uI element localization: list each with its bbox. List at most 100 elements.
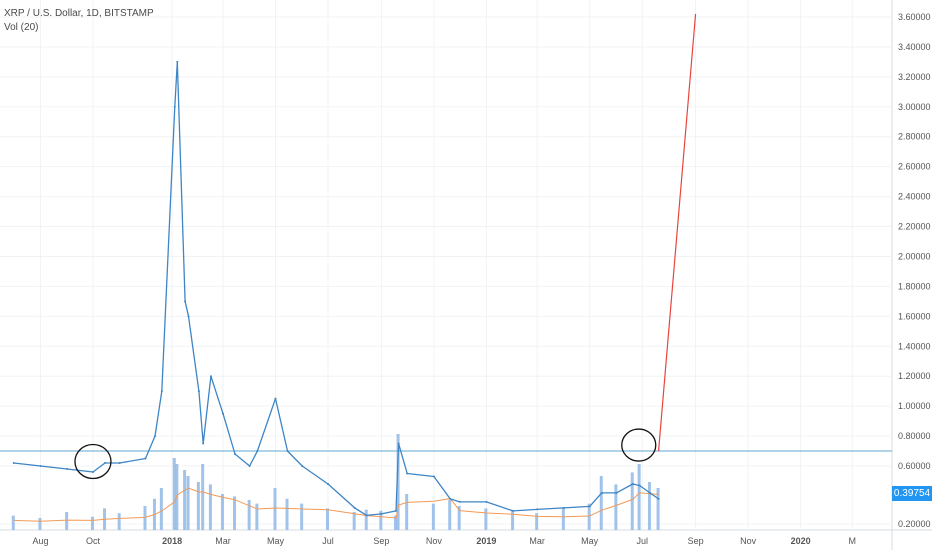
volume-bar [379, 510, 383, 530]
annotation-circle[interactable] [621, 428, 657, 462]
price-point [39, 465, 42, 467]
volume-bar [143, 506, 147, 530]
chart-legend: XRP / U.S. Dollar, 1D, BITSTAMP Vol (20) [4, 7, 154, 35]
price-point [449, 497, 452, 500]
price-point [91, 470, 94, 473]
volume-bar [352, 512, 356, 530]
x-tick-label: May [267, 536, 285, 546]
x-tick-label: May [581, 536, 599, 546]
y-tick-label: 2.00000 [898, 251, 931, 261]
price-point [234, 453, 237, 456]
price-point [638, 484, 641, 487]
price-point [600, 491, 603, 494]
price-point [248, 465, 251, 467]
y-tick-label: 1.20000 [898, 371, 931, 381]
price-point [397, 442, 400, 445]
volume-bar [325, 508, 329, 530]
y-tick-label: 0.20000 [898, 519, 931, 529]
price-point [365, 514, 368, 517]
price-point [118, 462, 121, 465]
volume-bar [587, 503, 591, 530]
volume-bar [457, 506, 461, 530]
x-tick-label: Sep [373, 536, 389, 546]
x-tick-label: 2018 [162, 536, 182, 546]
y-tick-label: 2.40000 [898, 192, 931, 202]
x-tick-label: Nov [426, 536, 443, 546]
price-point [187, 315, 190, 318]
volume-bar [364, 509, 368, 530]
price-point [406, 472, 409, 475]
x-tick-label: Jul [636, 536, 648, 546]
y-tick-label: 2.60000 [898, 162, 931, 172]
x-tick-label: Nov [740, 536, 757, 546]
price-point [173, 105, 176, 108]
price-point [394, 509, 397, 512]
volume-bar [11, 515, 15, 530]
price-point [588, 505, 591, 508]
y-tick-label: 3.60000 [898, 12, 931, 22]
price-point [202, 442, 205, 445]
volume-bar [220, 494, 224, 530]
volume-bar [247, 500, 251, 530]
y-tick-label: 1.60000 [898, 311, 931, 321]
price-point [221, 412, 224, 415]
price-point [657, 497, 660, 500]
volume-bar [172, 458, 176, 530]
volume-bar [656, 488, 660, 530]
price-point [380, 512, 383, 515]
price-point [144, 457, 147, 460]
x-tick-label: Aug [32, 536, 48, 546]
symbol-title[interactable]: XRP / U.S. Dollar, 1D, BITSTAMP [4, 8, 154, 19]
price-point [209, 375, 212, 378]
x-tick-label: 2019 [476, 536, 496, 546]
volume-bar [300, 503, 304, 530]
volume-bar [186, 476, 190, 530]
volume-bar [393, 515, 397, 530]
y-tick-label: 3.00000 [898, 102, 931, 112]
volume-bar [196, 482, 200, 530]
price-point [66, 467, 69, 470]
volume-indicator-label[interactable]: Vol (20) [4, 22, 39, 33]
price-point [536, 508, 539, 511]
x-tick-label: M [849, 536, 857, 546]
price-axis-panel[interactable] [892, 0, 932, 550]
x-tick-label: 2020 [791, 536, 811, 546]
y-tick-label: 1.00000 [898, 401, 931, 411]
price-point [648, 491, 651, 494]
x-tick-label: Sep [688, 536, 704, 546]
volume-ma-line [13, 487, 659, 522]
volume-bar [630, 472, 634, 530]
volume-bar [201, 464, 205, 530]
x-tick-label: Mar [529, 536, 545, 546]
volume-bar [431, 503, 435, 530]
price-point [184, 300, 187, 303]
volume-bar [90, 516, 94, 530]
price-point [301, 465, 304, 467]
price-point [512, 509, 515, 512]
price-point [353, 506, 356, 509]
y-tick-label: 0.80000 [898, 431, 931, 441]
volume-bar [511, 510, 515, 530]
y-tick-label: 2.80000 [898, 132, 931, 142]
volume-bar [396, 434, 400, 530]
price-line[interactable] [13, 61, 659, 517]
price-point [160, 390, 163, 393]
x-tick-label: Jul [322, 536, 334, 546]
price-point [176, 60, 179, 63]
volume-bar [599, 476, 603, 530]
volume-bar [159, 488, 163, 530]
volume-bar [208, 484, 212, 530]
volume-bar [448, 500, 452, 530]
volume-bar [561, 508, 565, 530]
y-tick-label: 1.40000 [898, 341, 931, 351]
price-point [631, 482, 634, 485]
x-tick-label: Oct [86, 536, 101, 546]
projection-line[interactable] [657, 13, 697, 452]
volume-bar [405, 494, 409, 530]
volume-bar [647, 482, 651, 530]
annotation-circle[interactable] [74, 443, 112, 480]
price-point [274, 397, 277, 400]
x-tick-label: Mar [215, 536, 231, 546]
